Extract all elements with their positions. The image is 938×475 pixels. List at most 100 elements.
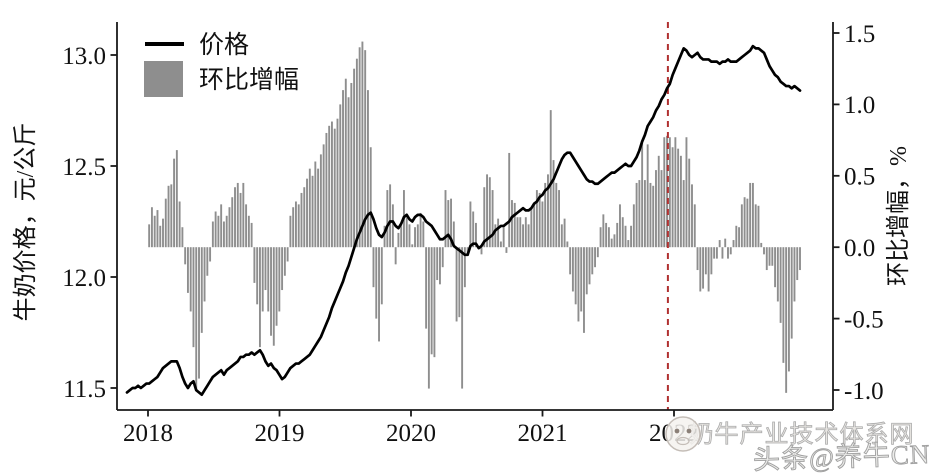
pct-change-bar [228, 207, 231, 248]
pct-change-bar [383, 225, 386, 248]
pct-change-bar [186, 247, 189, 293]
pct-change-bar [189, 247, 192, 312]
pct-change-bar [308, 168, 311, 248]
pct-change-bar [657, 155, 660, 248]
pct-change-bar [198, 247, 200, 379]
pct-change-bar [294, 201, 297, 248]
pct-change-bar [724, 238, 727, 248]
pct-change-bar [793, 247, 796, 302]
pct-change-bar [530, 208, 533, 248]
pct-change-bar [200, 247, 203, 333]
pct-change-bar [740, 204, 743, 248]
pct-change-bar [632, 204, 635, 248]
pct-change-bar [452, 221, 455, 248]
pct-change-bar [319, 154, 322, 248]
pct-change-bar [585, 247, 588, 295]
watermark-cow-logo-icon [665, 416, 701, 452]
pct-change-bar [691, 184, 693, 248]
pct-change-bar [173, 158, 176, 248]
pct-change-bar [389, 184, 392, 248]
pct-change-bar [771, 247, 774, 266]
pct-change-bar [702, 247, 705, 289]
pct-change-bar [757, 205, 760, 248]
pct-change-bar [727, 247, 729, 259]
pct-change-bar [278, 247, 281, 312]
pct-change-bar [286, 247, 289, 262]
pct-change-bar [358, 47, 361, 248]
right-axis-tick-label: 1.0 [844, 92, 875, 119]
pct-change-bar [247, 215, 250, 248]
pct-change-bar [779, 247, 782, 323]
pct-change-bar [544, 182, 547, 248]
pct-change-bar [522, 224, 524, 248]
pct-change-bar [638, 180, 641, 248]
pct-change-bar [605, 222, 608, 248]
pct-change-bar [641, 142, 644, 248]
pct-change-bar [472, 211, 475, 248]
right-axis-tick-label: -1.0 [844, 378, 884, 405]
pct-change-bar [217, 215, 220, 248]
pct-change-bar [552, 160, 555, 248]
pct-change-bar [635, 182, 638, 248]
pct-change-bar [222, 221, 225, 248]
pct-change-bar [314, 161, 317, 248]
pct-change-bar [253, 247, 256, 283]
pct-change-bar [799, 247, 801, 271]
pct-change-bar [372, 247, 375, 288]
pct-change-bar [350, 82, 353, 248]
pct-change-bar [580, 247, 583, 312]
pct-change-bar [414, 227, 416, 248]
pct-change-bar [209, 247, 212, 262]
pct-change-bar [527, 224, 530, 248]
pct-change-bar [297, 204, 300, 248]
pct-change-bar [397, 232, 400, 248]
pct-change-bar [796, 247, 799, 281]
pct-change-bar [655, 170, 657, 248]
pct-change-bar [619, 204, 621, 248]
pct-change-bar [729, 247, 732, 255]
left-axis-tick-label: 11.5 [63, 376, 106, 403]
pct-change-bar [624, 225, 627, 248]
pct-change-bar [785, 247, 788, 393]
pct-change-bar [574, 247, 577, 305]
pct-change-bar [535, 190, 538, 248]
x-axis-tick-label: 2020 [386, 420, 436, 447]
pct-change-bar [455, 247, 458, 322]
pct-change-bar [699, 247, 702, 292]
pct-change-bar [519, 217, 522, 248]
pct-change-bar [447, 200, 450, 248]
pct-change-bar [577, 247, 580, 322]
pct-change-bar [450, 198, 452, 248]
pct-change-bar [754, 204, 757, 248]
pct-change-bar [328, 125, 331, 248]
pct-change-bar [486, 174, 488, 248]
pct-change-bar [367, 90, 369, 248]
pct-change-bar [508, 152, 511, 248]
pct-change-bar [375, 247, 378, 319]
pct-change-bar [458, 247, 461, 318]
pct-change-bar [411, 244, 414, 248]
pct-change-bar [746, 198, 749, 248]
pct-change-bar [583, 247, 585, 333]
pct-change-bar [497, 218, 500, 248]
x-axis-tick-label: 2021 [518, 420, 568, 447]
right-axis-tick-label: 1.5 [844, 21, 875, 48]
pct-change-bar [715, 247, 718, 259]
x-axis-tick-label: 2019 [255, 420, 305, 447]
pct-change-bar [264, 247, 267, 291]
pct-change-bar [688, 158, 691, 248]
pct-change-bar [643, 180, 646, 248]
pct-change-bar [242, 182, 245, 248]
pct-change-bar [170, 184, 173, 248]
pct-change-bar [516, 217, 519, 248]
pct-change-bar [461, 247, 464, 389]
pct-change-bar [275, 247, 278, 326]
pct-change-bar [549, 110, 552, 248]
pct-change-bar [364, 50, 367, 248]
pct-change-bar [524, 217, 527, 248]
pct-change-bar [483, 187, 486, 248]
pct-change-bar [502, 227, 505, 248]
pct-change-bar [419, 212, 422, 248]
pct-change-bar [436, 247, 439, 281]
